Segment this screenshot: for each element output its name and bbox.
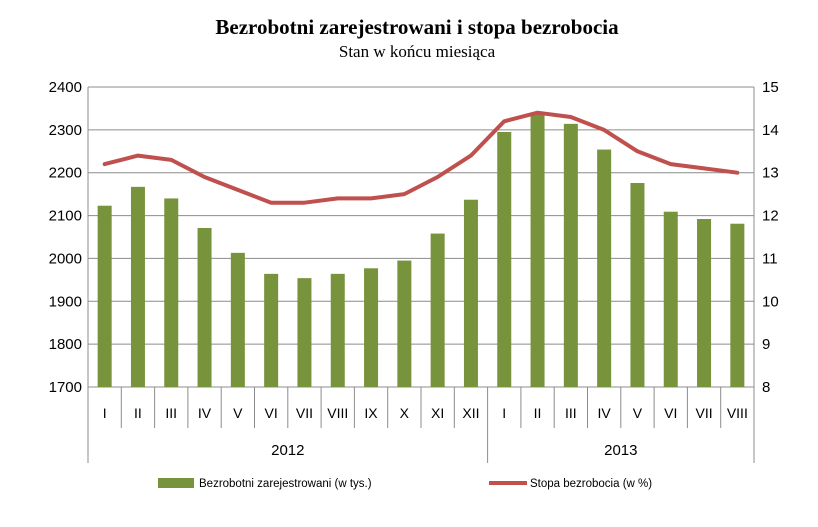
line-series [102,110,740,205]
x-tick-label: II [134,405,142,421]
y-left-tick-label: 1700 [49,379,82,396]
legend-line-label: Stopa bezrobocia (w %) [530,478,652,490]
y-right-tick-label: 11 [762,250,778,267]
y-right-tick-label: 12 [762,208,779,225]
bar [330,273,345,387]
x-tick-label: XI [431,405,444,421]
x-tick-label: V [633,405,643,421]
x-tick-label: I [502,405,506,421]
y-left-tick-label: 1900 [49,293,82,310]
chart-subtitle: Stan w końcu miesiąca [339,42,496,61]
legend-bar-swatch [158,478,194,488]
x-tick-label: VI [664,405,677,421]
x-tick-label: IX [364,405,378,421]
bar [364,268,379,387]
y-right-tick-label: 9 [762,336,770,353]
bar-series [97,114,745,387]
bar [530,114,545,387]
y-left-tick-label: 2400 [49,79,82,96]
x-tick-label: I [103,405,107,421]
y-right-tick-label: 13 [762,165,779,182]
bar [297,278,312,387]
y-left-tick-label: 2200 [49,165,82,182]
bar [663,211,678,387]
x-tick-label: VIII [727,405,748,421]
gridlines [88,86,754,388]
bar [730,223,745,387]
x-tick-label: VI [265,405,278,421]
bar [197,228,212,387]
x-tick-label: II [534,405,542,421]
x-tick-label: VII [296,405,313,421]
y-right-tick-label: 14 [762,122,779,139]
bar [697,219,712,387]
bar [497,132,512,387]
bar [563,123,578,387]
x-tick-label: V [233,405,243,421]
x-tick-label: IV [198,405,212,421]
x-tick-label: XII [462,405,479,421]
bar [230,252,245,387]
y-left-tick-label: 2100 [49,208,82,225]
x-tick-label: VIII [327,405,348,421]
y-left-tick-label: 2000 [49,250,82,267]
bar [397,260,412,387]
bar [97,205,112,387]
x-tick-label: X [400,405,410,421]
bar [164,198,179,387]
x-tick-label: IV [598,405,612,421]
series-line [102,110,740,205]
y-left-tick-label: 2300 [49,122,82,139]
bar [430,233,445,387]
bar [264,273,279,387]
chart-title: Bezrobotni zarejestrowani i stopa bezrob… [215,15,619,39]
bar [463,199,478,387]
bar [597,149,612,387]
bar [630,183,645,387]
legend: Bezrobotni zarejestrowani (w tys.) Stopa … [158,478,652,490]
axes: 1700 1800 1900 2000 2100 2200 2300 2400 8 9 10 11 12… [49,79,779,463]
y-left-tick-label: 1800 [49,336,82,353]
bar [130,186,145,387]
x-tick-label: III [165,405,177,421]
group-label: 2012 [271,442,304,459]
y-right-tick-label: 10 [762,293,779,310]
group-label: 2013 [604,442,637,459]
x-tick-label: III [565,405,577,421]
y-right-tick-label: 8 [762,379,770,396]
legend-bar-label: Bezrobotni zarejestrowani (w tys.) [199,478,372,490]
y-right-tick-label: 15 [762,79,779,96]
x-tick-label: VII [695,405,712,421]
